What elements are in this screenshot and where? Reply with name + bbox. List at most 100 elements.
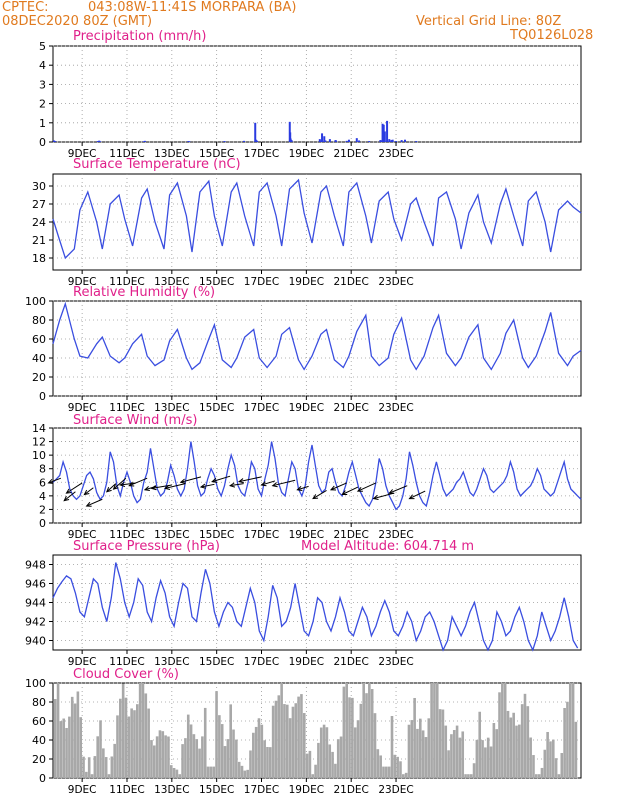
wind-arrow-head (388, 489, 395, 494)
precip-bar (415, 141, 418, 142)
cloud-bar (119, 698, 122, 778)
cloud-bar (464, 774, 467, 778)
cloud-bar (133, 710, 136, 778)
wind-arrow (212, 475, 231, 483)
wind-arrow-head (408, 494, 415, 500)
wind-arrow-head (296, 485, 303, 492)
cloud-bar (495, 729, 498, 778)
precip-bar (391, 139, 394, 142)
cloud-bar (158, 730, 162, 778)
y-tick-label: 3 (39, 78, 46, 91)
x-tick-label: 13DEC (154, 148, 189, 160)
cloud-bar (515, 725, 518, 778)
precip-bar (188, 141, 191, 142)
cloud-bar (566, 701, 569, 778)
cloud-bar (285, 704, 289, 778)
series-line (52, 562, 579, 652)
cloud-bar (543, 749, 547, 778)
cloud-bar (475, 739, 479, 778)
wind-arrow-head (83, 489, 90, 496)
cloud-bar (523, 693, 527, 778)
cloud-bar (277, 695, 281, 778)
cloud-bar (503, 683, 507, 778)
x-tick-label: 19DEC (289, 529, 324, 541)
cloud-bar (150, 740, 153, 778)
x-tick-label: 15DEC (199, 148, 234, 160)
cloud-bar (529, 737, 532, 778)
wind-arrow (164, 483, 186, 489)
cloud-bar (399, 761, 402, 778)
x-tick-label: 23DEC (378, 656, 413, 668)
cloud-bar (297, 696, 300, 778)
cloud-bar (206, 766, 210, 778)
cloud-bar (526, 706, 530, 778)
y-tick-label: 4 (39, 490, 46, 503)
header-code: TQ0126L028 (510, 28, 594, 43)
precip-bar (254, 139, 257, 142)
cloud-bar (73, 703, 77, 778)
wind-arrow (200, 483, 215, 488)
x-tick-label: 17DEC (244, 656, 279, 668)
panel-annotation: Model Altitude: 604.714 m (301, 539, 474, 554)
cloud-bar (535, 774, 538, 778)
precip-bar (323, 136, 326, 142)
x-tick-label: 19DEC (289, 656, 324, 668)
panel-6: 0 20 40 60 80 100 9DEC 11DEC 13DEC 15DEC 17DEC 19DE… (25, 667, 582, 796)
cloud-bar (325, 727, 329, 778)
cloud-bar (404, 772, 408, 778)
cloud-bar (342, 686, 346, 778)
wind-arrow-head (199, 483, 206, 489)
wind-arrow (373, 492, 394, 500)
cloud-bar (104, 757, 108, 778)
cloud-bar (413, 697, 416, 778)
cloud-bar (390, 716, 394, 778)
y-tick-label: 12 (32, 436, 46, 449)
wind-arrow (113, 477, 127, 490)
cloud-bar (274, 700, 278, 778)
y-tick-label: 0 (39, 390, 46, 403)
x-tick-label: 19DEC (289, 276, 324, 288)
wind-arrow (357, 482, 377, 492)
cloud-bar (554, 758, 558, 778)
x-tick-label: 21DEC (333, 656, 368, 668)
cloud-bar (317, 742, 320, 778)
cloud-bar (62, 718, 66, 778)
cloud-bar (291, 706, 295, 778)
precip-bar (345, 140, 348, 142)
cloud-bar (300, 694, 303, 778)
x-tick-label: 21DEC (333, 784, 368, 796)
cloud-bar (308, 750, 312, 778)
precip-bar (355, 138, 358, 142)
cloud-bar (433, 683, 436, 778)
cloud-bar (568, 683, 572, 778)
cloud-bar (257, 718, 261, 778)
wind-arrow (342, 486, 359, 495)
x-tick-label: 15DEC (199, 656, 234, 668)
precip-bar (383, 131, 386, 142)
cloud-bar (192, 734, 196, 778)
cloud-bar (376, 749, 380, 778)
panel-title: Surface Temperature (nC) (73, 157, 241, 172)
cloud-bar (181, 744, 184, 778)
cloud-bar (455, 725, 459, 778)
cloud-bar (152, 745, 156, 778)
x-tick-label: 9DEC (68, 148, 97, 160)
cloud-bar (574, 721, 578, 778)
cloud-bar (356, 720, 360, 778)
cloud-bar (184, 738, 187, 778)
wind-arrow-head (65, 488, 72, 494)
cloud-bar (359, 703, 363, 778)
cloud-bar (365, 693, 368, 778)
cloud-bar (373, 713, 377, 778)
precip-bar (404, 139, 406, 142)
cloud-bar (385, 766, 388, 778)
precip-bar (254, 122, 257, 142)
panel-title: Surface Wind (m/s) (73, 413, 197, 428)
cloud-bar (107, 774, 111, 778)
cloud-bar (492, 722, 496, 778)
series-line (52, 301, 582, 371)
cloud-bar (537, 774, 541, 778)
wind-arrow-head (143, 485, 150, 492)
wind-arrow (129, 477, 148, 487)
